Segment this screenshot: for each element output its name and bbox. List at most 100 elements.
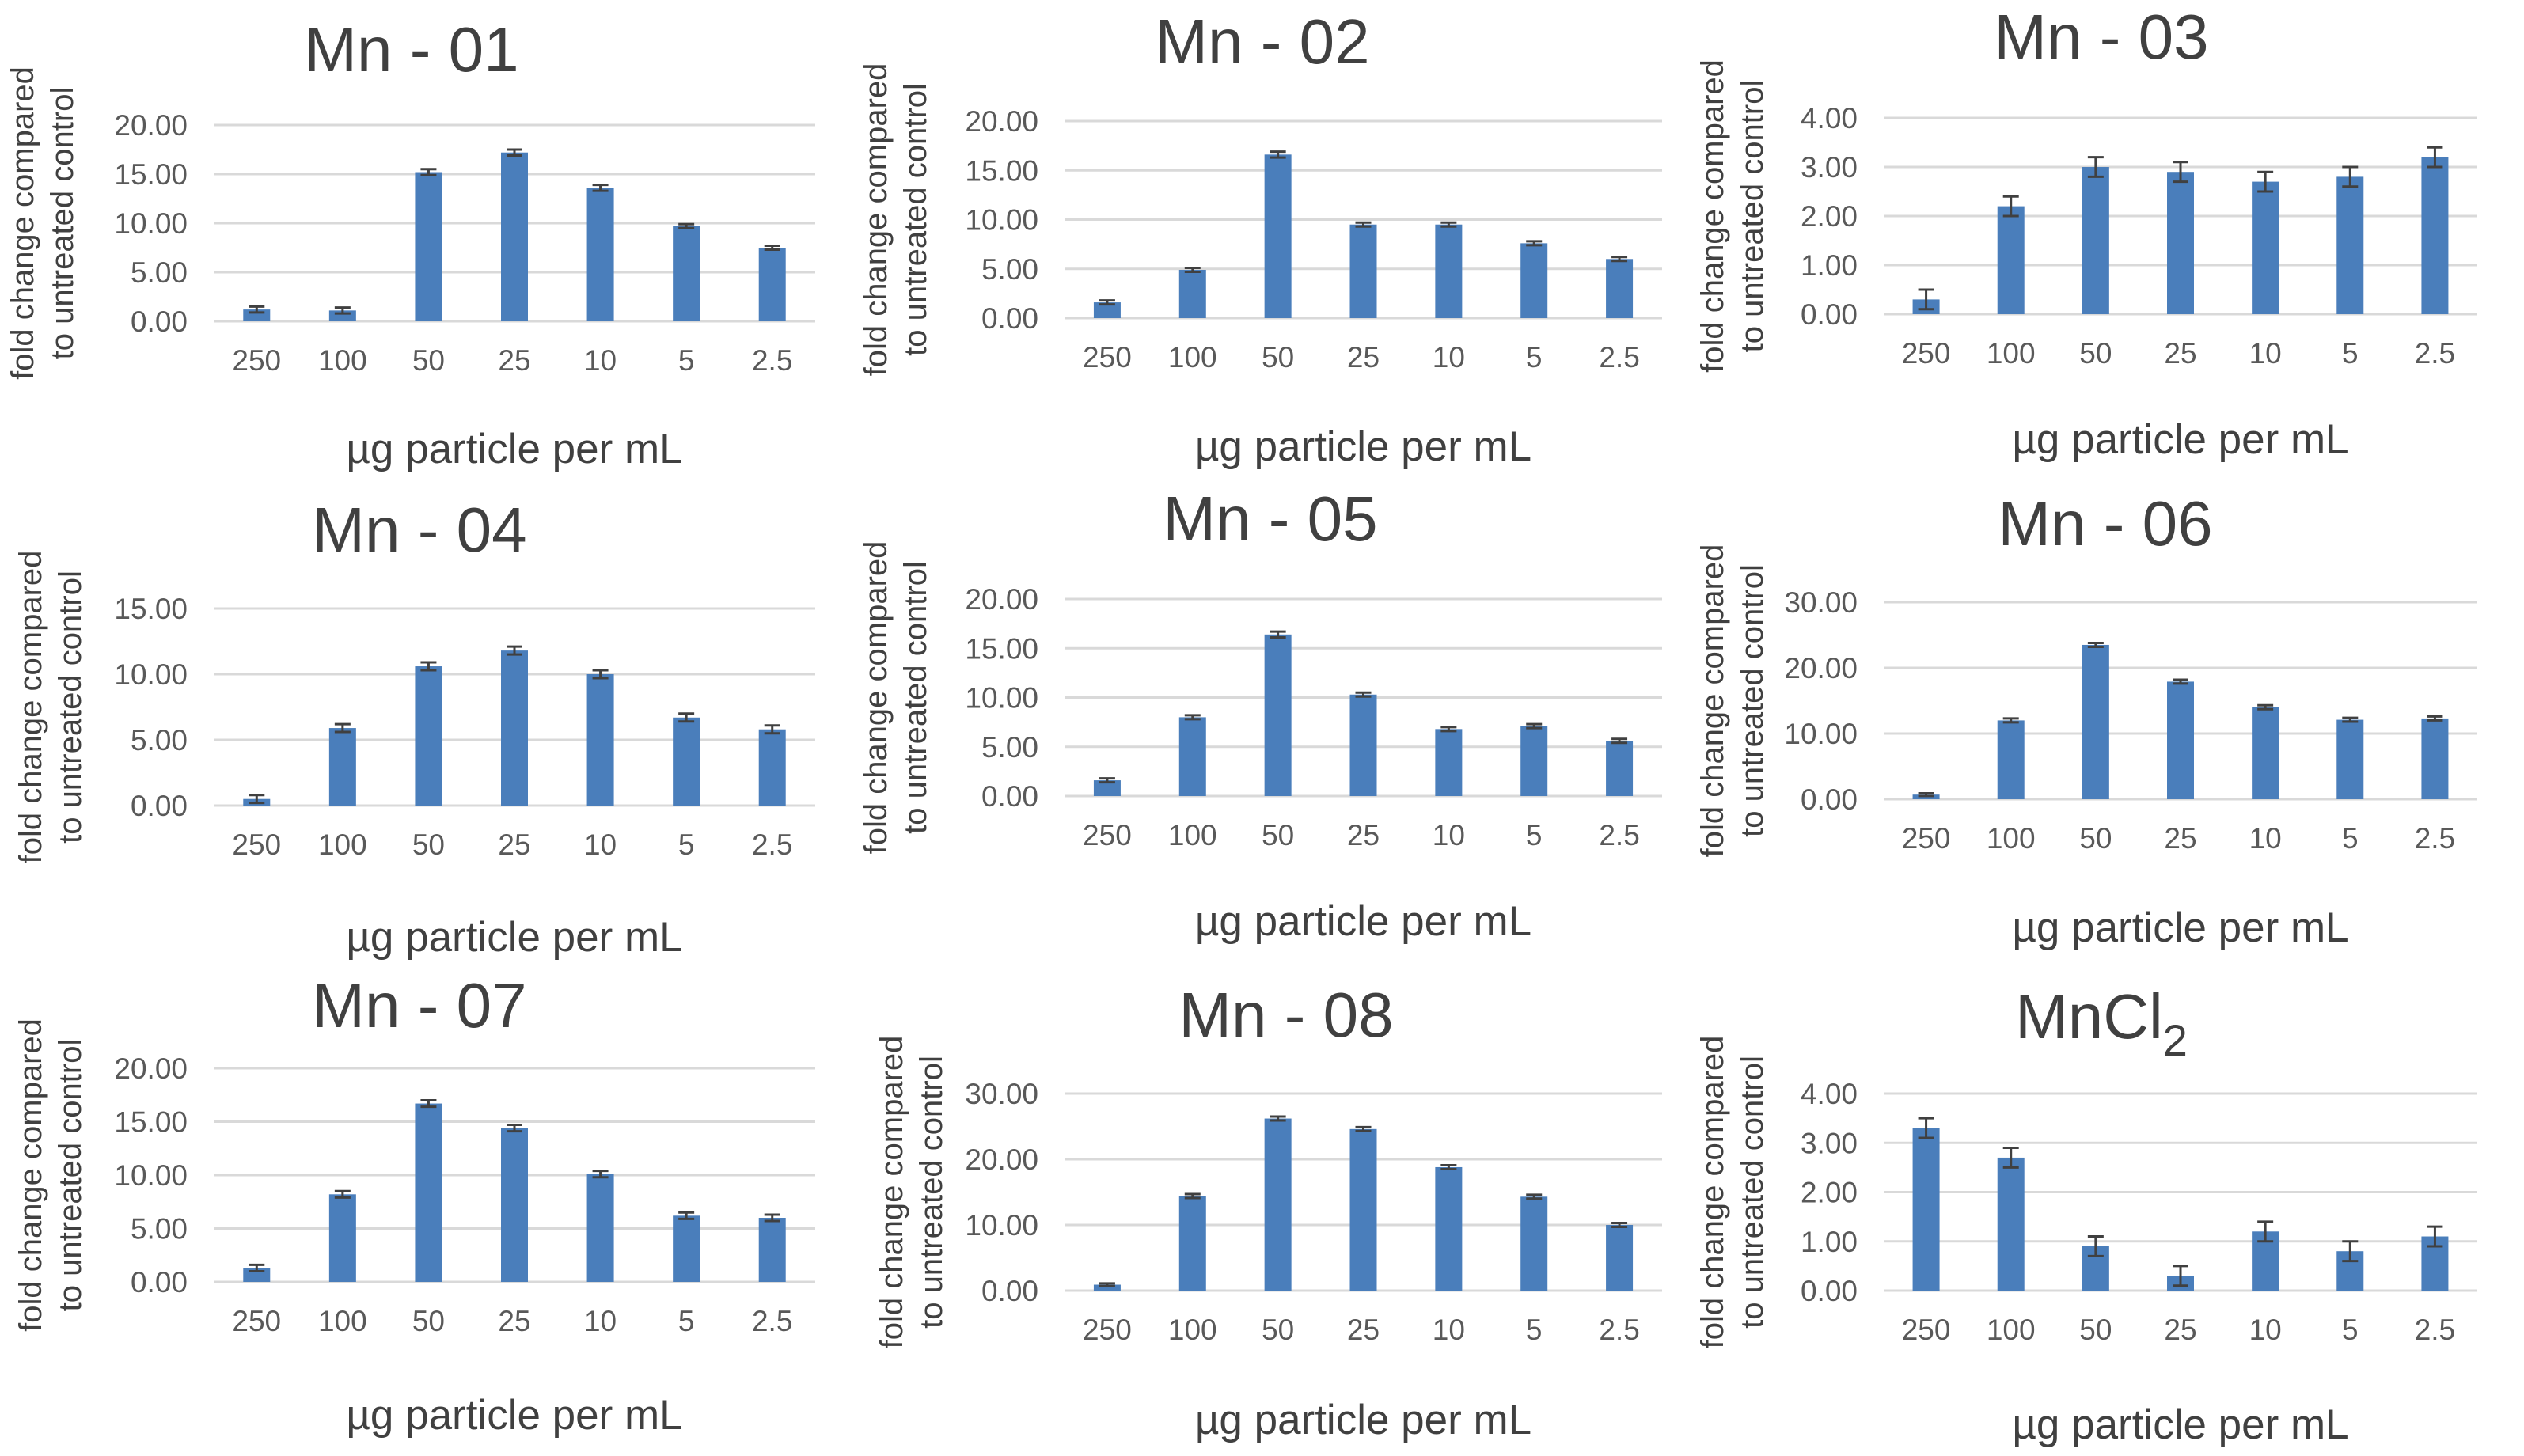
error-bar (592, 184, 609, 192)
chart-panel: Mn - 03 0.00 1.00 2.00 3.00 4.00 250 100 50 25 10 5… (1695, 2, 2477, 463)
x-tick-label: 2.5 (752, 1305, 792, 1337)
chart-title: Mn - 01 (304, 14, 518, 85)
bar (2167, 172, 2194, 314)
x-tick-label: 250 (1902, 337, 1951, 370)
y-tick-label: 20.00 (965, 583, 1038, 616)
error-bar (2427, 715, 2443, 722)
y-tick-label: 3.00 (1801, 1127, 1858, 1159)
bar (328, 1194, 356, 1282)
bar (2336, 719, 2364, 799)
error-bar (334, 306, 351, 315)
y-axis-label-line2: to untreated control (53, 1039, 88, 1312)
error-bar (2173, 161, 2188, 184)
y-tick-label: 4.00 (1801, 1078, 1858, 1110)
error-bar (2427, 146, 2443, 169)
bar (1093, 302, 1121, 318)
x-tick-label: 5 (678, 1305, 695, 1337)
error-bar (2342, 716, 2359, 723)
x-axis-label: µg particle per mL (1195, 423, 1531, 470)
x-tick-label: 50 (2079, 1314, 2112, 1346)
y-axis-label-line2: to untreated control (914, 1056, 949, 1329)
x-tick-label: 25 (1347, 341, 1380, 373)
x-tick-label: 5 (1526, 819, 1543, 851)
y-tick-label: 15.00 (114, 1106, 188, 1139)
bar (1997, 1157, 2025, 1291)
y-tick-label: 20.00 (1784, 652, 1858, 684)
bar (1520, 243, 1548, 318)
bar (415, 666, 442, 806)
x-tick-label: 25 (1347, 1314, 1380, 1346)
error-bar (1184, 267, 1201, 273)
error-bar (420, 1099, 437, 1109)
bar (2252, 707, 2279, 799)
y-tick-label: 15.00 (114, 593, 188, 625)
x-tick-label: 50 (1262, 819, 1294, 851)
x-tick-label: 50 (1262, 1314, 1294, 1346)
y-tick-label: 10.00 (965, 682, 1038, 715)
y-axis-label-line2: to untreated control (1735, 80, 1770, 353)
error-bar (2173, 1265, 2188, 1287)
bar (2082, 167, 2109, 314)
bar (1349, 1128, 1377, 1291)
x-tick-label: 10 (2249, 1314, 2282, 1346)
y-tick-label: 0.00 (131, 790, 188, 822)
error-bar (334, 1189, 351, 1199)
error-bar (1440, 726, 1457, 733)
chart-panel: Mn - 01 0.00 5.00 10.00 15.00 20.00 250 100 50 25… (6, 14, 815, 472)
chart-panel: Mn - 04 0.00 5.00 10.00 15.00 250 100 50 25 10 5 2.… (13, 495, 815, 961)
y-tick-label: 5.00 (981, 731, 1038, 764)
y-tick-label: 4.00 (1801, 102, 1858, 135)
x-tick-label: 2.5 (1599, 1314, 1639, 1346)
bar (2082, 644, 2109, 799)
bar (1264, 1118, 1292, 1291)
chart-title: Mn - 02 (1155, 6, 1369, 77)
bar (2252, 181, 2279, 314)
error-bar (1184, 1192, 1201, 1200)
y-tick-label: 20.00 (114, 1052, 188, 1085)
y-axis-label-line1: fold change compared (1695, 59, 1730, 373)
error-bar (507, 645, 522, 656)
y-axis-label: fold change compared to untreated control (13, 551, 88, 864)
error-bar (764, 245, 780, 251)
x-tick-label: 10 (1433, 1314, 1465, 1346)
chart-panel: Mn - 07 0.00 5.00 10.00 15.00 20.00 250 100 50 25… (13, 970, 815, 1439)
x-tick-label: 100 (318, 828, 367, 861)
bar (673, 226, 700, 321)
x-tick-label: 50 (412, 828, 445, 861)
error-bar (1099, 1282, 1115, 1287)
error-bar (2257, 170, 2274, 193)
y-tick-label: 20.00 (965, 1143, 1038, 1176)
chart-panel: Mn - 05 0.00 5.00 10.00 15.00 20.00 250 100 50 25… (859, 483, 1662, 945)
x-axis-label: µg particle per mL (2012, 904, 2348, 951)
y-tick-label: 2.00 (1801, 1177, 1858, 1209)
error-bar (2342, 165, 2359, 188)
chart-title: Mn - 07 (312, 970, 526, 1041)
chart-title: Mn - 08 (1178, 980, 1393, 1050)
x-tick-label: 25 (498, 344, 530, 377)
error-bar (2087, 641, 2104, 648)
y-axis-label: fold change compared to untreated control (859, 63, 933, 377)
x-tick-label: 100 (318, 344, 367, 377)
bar (1435, 729, 1463, 796)
y-tick-label: 15.00 (965, 154, 1038, 187)
y-tick-label: 15.00 (114, 158, 188, 191)
y-axis-label-line2: to untreated control (1735, 564, 1770, 837)
bar (1520, 1196, 1548, 1291)
chart-panel: Mn - 02 0.00 5.00 10.00 15.00 20.00 250 100 50 25… (859, 6, 1662, 470)
bar (1606, 259, 1634, 318)
error-bar (2002, 717, 2019, 724)
x-tick-label: 10 (2249, 822, 2282, 855)
bar (586, 188, 614, 321)
error-bar (1355, 221, 1372, 228)
chart-title: MnCl2 (2015, 981, 2188, 1065)
x-axis-label: µg particle per mL (346, 914, 682, 961)
x-tick-label: 250 (232, 828, 281, 861)
bar (758, 248, 786, 321)
bar (1093, 780, 1121, 796)
y-axis-label: fold change compared to untreated control (13, 1018, 88, 1332)
x-tick-label: 100 (1168, 819, 1217, 851)
x-tick-label: 5 (2342, 337, 2359, 370)
x-tick-label: 250 (1083, 1314, 1132, 1346)
chart-title: Mn - 05 (1163, 483, 1377, 554)
